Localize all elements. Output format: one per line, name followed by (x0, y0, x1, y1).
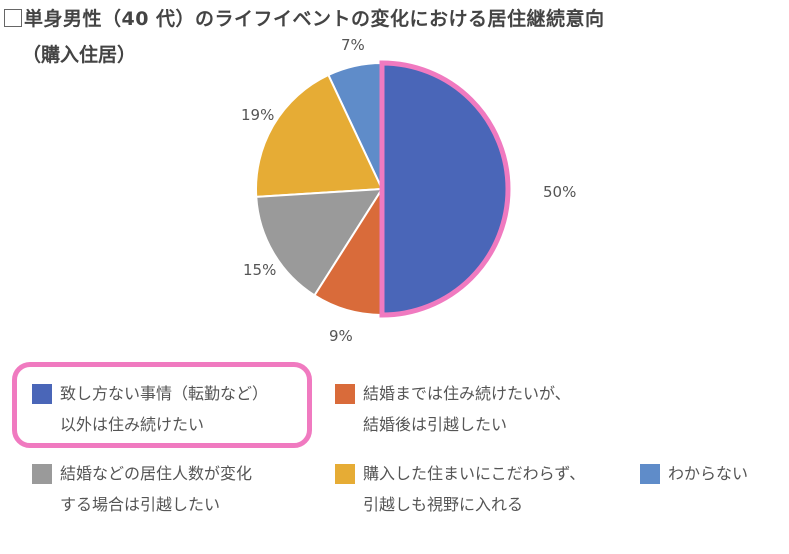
data-label-1: 9% (329, 327, 353, 345)
legend-swatch (32, 384, 52, 404)
legend-item-3: 購入した住まいにこだわらず、 引越しも視野に入れる (335, 458, 586, 520)
legend-swatch (335, 384, 355, 404)
legend-item-0: 致し方ない事情（転勤など） 以外は住み続けたい (32, 378, 269, 440)
legend-label: する場合は引越したい (60, 495, 221, 514)
data-label-0: 50% (543, 183, 576, 201)
legend-label: 結婚までは住み続けたいが、 (363, 384, 571, 403)
pie-chart: 50% 9% 15% 19% 7% (241, 36, 576, 345)
legend-label: 致し方ない事情（転勤など） (60, 384, 269, 403)
data-label-2: 15% (243, 261, 276, 279)
pie-slice-3 (255, 73, 384, 198)
legend-label: 以外は住み続けたい (60, 415, 205, 434)
legend-label: 結婚後は引越したい (363, 415, 508, 434)
data-label-3: 19% (241, 106, 274, 124)
legend-item-1: 結婚までは住み続けたいが、 結婚後は引越したい (335, 378, 571, 440)
legend-label: 引越しも視野に入れる (363, 495, 524, 514)
checkbox-icon (4, 9, 22, 27)
legend-swatch (32, 464, 52, 484)
legend-label: 購入した住まいにこだわらず、 (363, 464, 586, 483)
legend-swatch (640, 464, 660, 484)
pie-slice-2 (255, 187, 384, 297)
legend-highlight-frame (12, 362, 312, 448)
legend-label: 結婚などの居住人数が変化 (60, 464, 253, 483)
legend-label: わからない (668, 464, 749, 483)
legend-swatch (335, 464, 355, 484)
data-label-4: 7% (341, 36, 365, 54)
legend-item-2: 結婚などの居住人数が変化 する場合は引越したい (32, 458, 253, 520)
chart-title: 単身男性（40 代）のライフイベントの変化における居住継続意向 (4, 4, 605, 31)
chart-subtitle: （購入住居） (22, 44, 137, 66)
legend-item-4: わからない (640, 458, 749, 489)
title-text: 単身男性（40 代）のライフイベントの変化における居住継続意向 (24, 8, 605, 30)
pie-slice-0 (379, 60, 511, 318)
